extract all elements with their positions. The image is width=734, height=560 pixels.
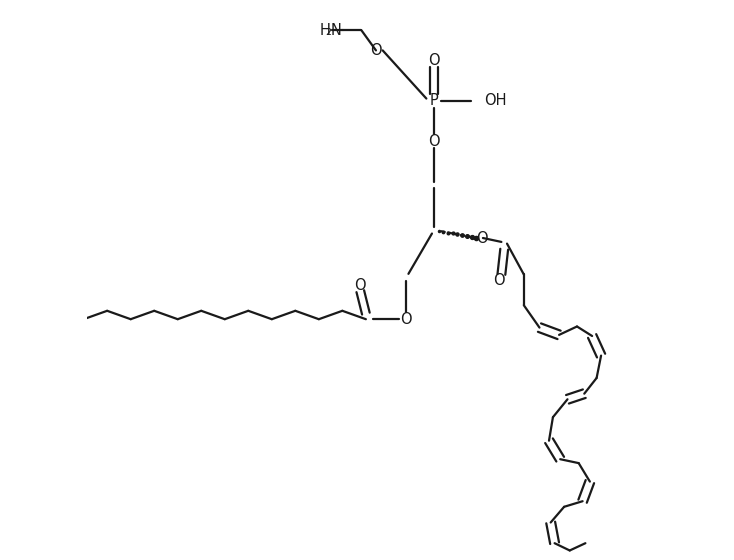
Text: O: O — [400, 312, 412, 326]
Text: ₂N: ₂N — [325, 23, 342, 38]
Text: O: O — [493, 273, 504, 287]
Text: P: P — [430, 94, 439, 108]
Text: OH: OH — [484, 94, 507, 108]
Text: O: O — [370, 43, 382, 58]
Text: O: O — [476, 231, 487, 245]
Text: H: H — [320, 23, 331, 38]
Text: O: O — [355, 278, 366, 293]
Text: O: O — [429, 134, 440, 148]
Text: O: O — [429, 53, 440, 68]
